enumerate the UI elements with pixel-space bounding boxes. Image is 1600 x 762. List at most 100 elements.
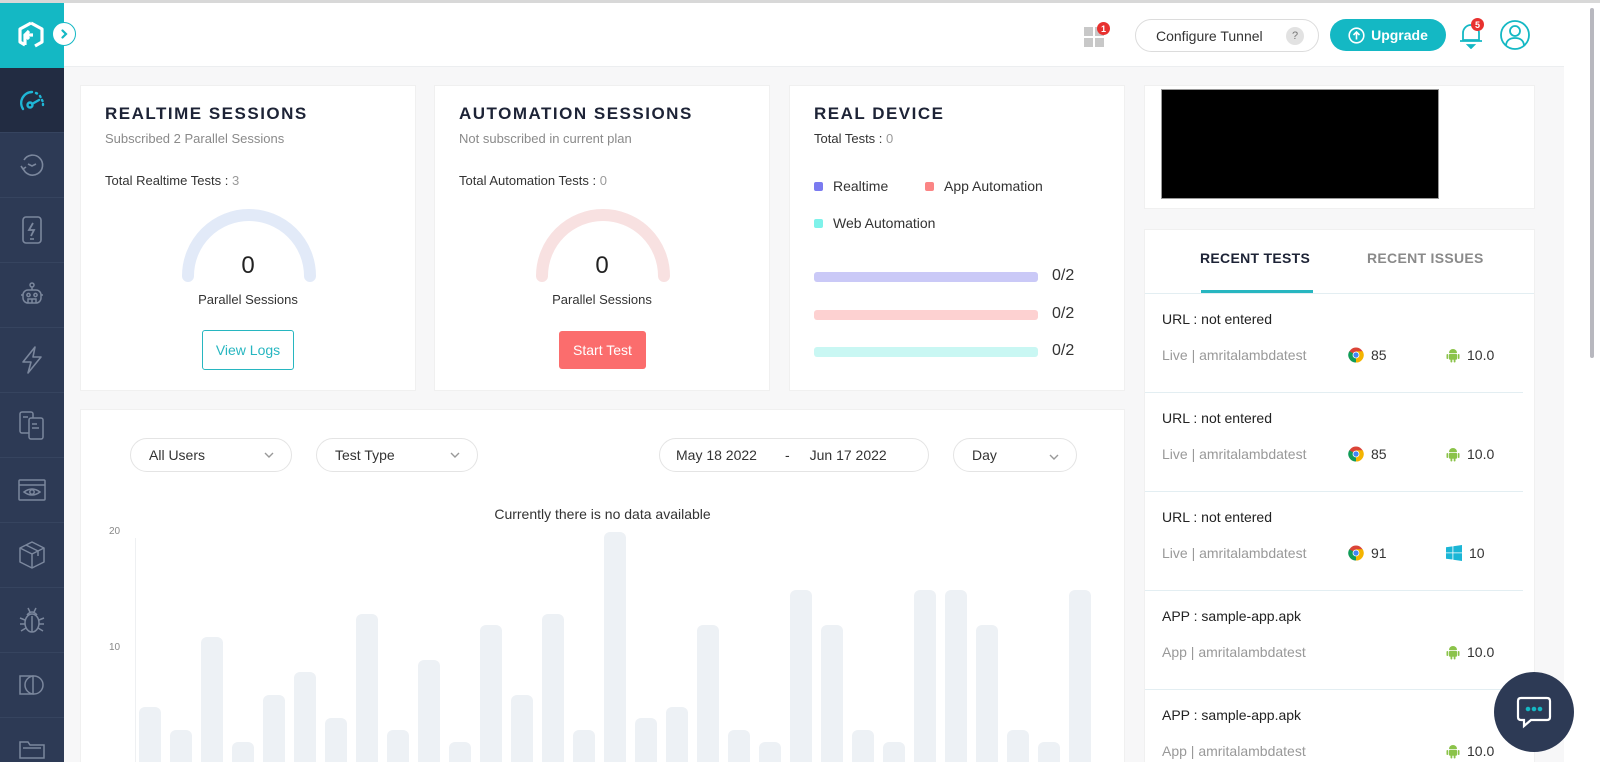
chart-bar [294,671,316,762]
recent-test-title: URL : not entered [1162,311,1272,327]
sidebar-item-smart-ui[interactable] [0,653,64,718]
legend-swatch [814,218,823,228]
recent-test-item[interactable]: URL : not entered Live | amritalambdatest… [1145,294,1523,393]
chart-bar [418,660,440,762]
card-title: REALTIME SESSIONS [105,104,308,123]
recent-test-item[interactable]: URL : not entered Live | amritalambdatest… [1145,492,1523,591]
test-trends-card: All Users Test Type May 18 2022 - Jun 17… [80,409,1125,762]
apps-grid-icon[interactable]: 1 [1084,22,1110,47]
sidebar-item-visual-testing[interactable] [0,458,64,523]
date-separator: - [784,447,790,463]
gauge-value: 0 [241,252,255,279]
date-from: May 18 2022 [676,447,757,463]
browser-info: 91 [1348,545,1387,561]
browser-info: 85 [1348,446,1387,462]
chart-bar [356,613,378,762]
users-select-value: All Users [149,447,206,463]
arrow-up-circle-icon [1348,26,1365,44]
recent-test-item[interactable]: APP : sample-app.apk App | amritalambdate… [1145,591,1523,690]
sidebar-item-issue-tracker[interactable] [0,588,64,653]
sidebar-item-hyperexecute[interactable] [0,328,64,393]
logo[interactable] [0,3,64,68]
os-info: 10.0 [1446,446,1494,462]
chevron-down-icon [450,452,460,458]
realtime-sessions-card: REALTIME SESSIONS Subscribed 2 Parallel … [80,85,416,391]
gauge-value: 0 [595,252,609,279]
date-range-picker[interactable]: May 18 2022 - Jun 17 2022 [659,438,929,472]
recent-test-title: APP : sample-app.apk [1162,707,1302,723]
chart-bar [573,730,595,762]
legend-app-automation: App Automation [925,178,1043,194]
chart-bar [883,741,905,762]
recent-test-item[interactable]: URL : not entered Live | amritalambdatest… [1145,393,1523,492]
chart-bar [697,625,719,762]
total-label: Total Tests : [814,131,883,146]
promo-banner-card [1144,85,1535,209]
chat-support-button[interactable] [1494,672,1574,752]
recent-test-meta: Live | amritalambdatest [1162,347,1307,363]
apps-badge: 1 [1097,22,1110,35]
os-version: 10.0 [1467,347,1495,363]
sidebar-item-devices[interactable] [0,393,64,458]
start-test-button[interactable]: Start Test [559,331,646,369]
sidebar-item-files[interactable] [0,718,64,762]
notifications-button[interactable]: 5 [1458,18,1484,54]
tab-recent-issues[interactable]: RECENT ISSUES [1367,250,1484,266]
package-box-icon [19,541,45,569]
chrome-icon [1348,446,1364,462]
os-info: 10.0 [1446,644,1494,660]
chart-bar [1038,741,1060,762]
sidebar-item-integrations[interactable] [0,523,64,588]
tab-divider [1145,293,1534,294]
card-title: REAL DEVICE [814,104,945,123]
dashboard-gauge-icon [20,90,45,111]
chart-bar [635,718,657,762]
configure-tunnel-button[interactable]: Configure Tunnel ? [1135,19,1319,52]
legend-web-automation: Web Automation [814,215,935,231]
lightning-icon [22,346,42,374]
tab-recent-tests[interactable]: RECENT TESTS [1200,250,1311,266]
chart-bar [666,706,688,762]
configure-tunnel-label: Configure Tunnel [1156,27,1263,44]
top-header: 1 Configure Tunnel ? Upgrade 5 [64,3,1564,67]
promo-banner-image[interactable] [1161,89,1439,199]
app-automation-usage-value: 0/2 [1052,305,1075,322]
chart-bar [728,730,750,762]
granularity-select[interactable]: Day [953,438,1077,472]
recent-test-item[interactable]: APP : sample-app.apk App | amritalambdate… [1145,690,1523,762]
chart-bar [976,625,998,762]
users-select[interactable]: All Users [130,438,292,472]
page-scrollbar-thumb[interactable] [1590,8,1594,358]
chart-bar [232,741,254,762]
card-subtitle: Subscribed 2 Parallel Sessions [105,131,285,146]
os-info: 10.0 [1446,347,1494,363]
y-tick-20: 20 [109,526,121,537]
page-scrollbar-track[interactable] [1564,3,1600,762]
sidebar-item-real-time[interactable] [0,198,64,263]
y-axis-line [135,538,136,762]
test-type-select-value: Test Type [335,447,395,463]
sidebar-item-dashboard[interactable] [0,68,64,133]
web-automation-usage-value: 0/2 [1052,342,1075,359]
upgrade-button[interactable]: Upgrade [1330,19,1446,51]
gauge-label: Parallel Sessions [552,292,652,307]
sidebar-expand-button[interactable] [52,22,76,46]
lambdatest-logo-icon [18,21,44,48]
chart-bar [449,741,471,762]
chart-bar [790,590,812,762]
realtime-usage-bar [814,272,1038,282]
total-realtime-tests: Total Realtime Tests : 3 [105,173,239,188]
browser-version: 85 [1371,347,1387,363]
test-type-select[interactable]: Test Type [316,438,478,472]
gauge-label: Parallel Sessions [198,292,298,307]
legend-label: Web Automation [833,215,936,231]
chat-bubble-icon [1516,696,1552,729]
view-logs-button[interactable]: View Logs [202,330,294,370]
chart-bar [139,706,161,762]
sidebar-item-automation[interactable] [0,263,64,328]
user-profile-button[interactable] [1499,19,1531,56]
sidebar-item-history[interactable] [0,133,64,198]
chart-bar [821,625,843,762]
help-icon[interactable]: ? [1286,27,1304,45]
recent-test-meta: Live | amritalambdatest [1162,545,1307,561]
